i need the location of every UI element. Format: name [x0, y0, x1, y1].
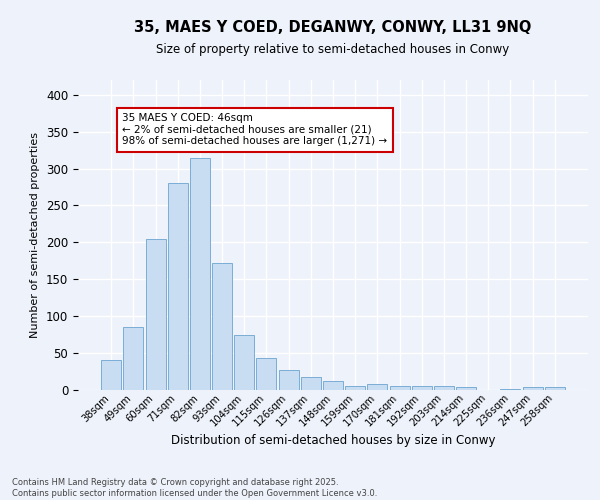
Bar: [278, 370, 299, 390]
Bar: [323, 381, 343, 390]
Bar: [456, 387, 476, 390]
Bar: [256, 358, 277, 390]
Bar: [234, 336, 254, 390]
Bar: [146, 240, 166, 390]
Bar: [523, 387, 542, 390]
Bar: [101, 360, 121, 390]
Bar: [301, 378, 321, 390]
Bar: [545, 387, 565, 390]
Bar: [389, 386, 410, 390]
X-axis label: Distribution of semi-detached houses by size in Conwy: Distribution of semi-detached houses by …: [171, 434, 495, 447]
Bar: [190, 158, 210, 390]
Text: Size of property relative to semi-detached houses in Conwy: Size of property relative to semi-detach…: [157, 42, 509, 56]
Text: 35 MAES Y COED: 46sqm
← 2% of semi-detached houses are smaller (21)
98% of semi-: 35 MAES Y COED: 46sqm ← 2% of semi-detac…: [122, 113, 388, 146]
Bar: [434, 386, 454, 390]
Bar: [212, 263, 232, 390]
Y-axis label: Number of semi-detached properties: Number of semi-detached properties: [31, 132, 40, 338]
Bar: [412, 386, 432, 390]
Text: Contains HM Land Registry data © Crown copyright and database right 2025.
Contai: Contains HM Land Registry data © Crown c…: [12, 478, 377, 498]
Bar: [168, 184, 188, 390]
Bar: [345, 386, 365, 390]
Bar: [367, 384, 388, 390]
Bar: [124, 326, 143, 390]
Text: 35, MAES Y COED, DEGANWY, CONWY, LL31 9NQ: 35, MAES Y COED, DEGANWY, CONWY, LL31 9N…: [134, 20, 532, 35]
